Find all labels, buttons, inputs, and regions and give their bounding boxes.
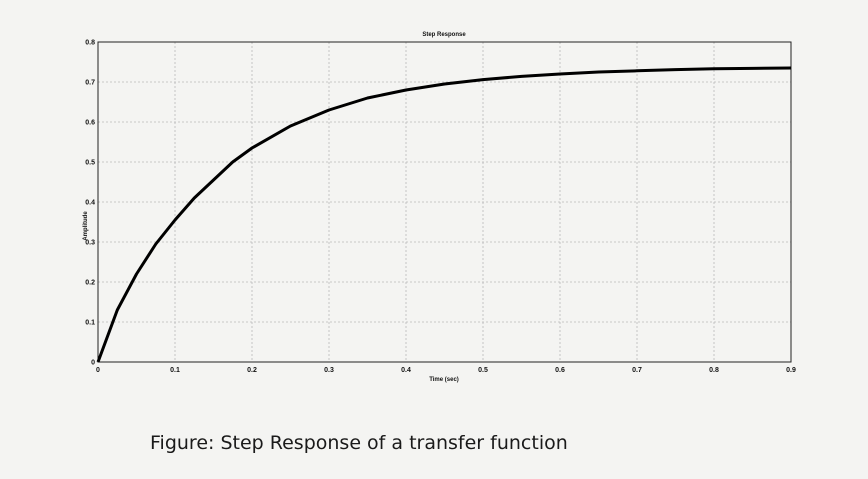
x-tick-label: 0.3 — [324, 367, 334, 374]
y-tick-label: 0 — [91, 360, 95, 367]
x-tick-label: 0.1 — [170, 367, 180, 374]
y-axis-label: Amplitude — [83, 211, 89, 241]
step-response-chart: 0 0.1 0.2 0.3 0.4 0.5 0.6 0.7 0.8 0.9 0 0.1 0.2 0.3 0.… — [83, 32, 796, 383]
data-series — [96, 66, 792, 363]
y-tick-label: 0.3 — [85, 240, 95, 247]
plot-area-frame — [97, 41, 792, 363]
response-curve — [96, 66, 792, 363]
y-tick-label: 0.5 — [85, 160, 95, 167]
x-tick-label: 0.6 — [555, 367, 565, 374]
y-tick-label: 0.8 — [85, 40, 95, 47]
grid-lines — [97, 41, 792, 363]
x-tick-label: 0.8 — [709, 367, 719, 374]
x-tick-label: 0 — [96, 367, 100, 374]
figure-caption: Figure: Step Response of a transfer func… — [150, 432, 568, 454]
x-tick-label: 0.7 — [632, 367, 642, 374]
x-axis-label: Time (sec) — [429, 377, 459, 383]
y-tick-label: 0.4 — [85, 200, 95, 207]
tick-labels: 0 0.1 0.2 0.3 0.4 0.5 0.6 0.7 0.8 0.9 0 0.1 0.2 0.3 0.… — [85, 40, 796, 375]
chart-title: Step Response — [422, 32, 466, 38]
x-tick-label: 0.2 — [247, 367, 257, 374]
y-tick-label: 0.7 — [85, 80, 95, 87]
x-tick-label: 0.9 — [786, 367, 796, 374]
y-tick-label: 0.2 — [85, 280, 95, 287]
x-tick-label: 0.4 — [401, 367, 411, 374]
y-tick-label: 0.1 — [85, 320, 95, 327]
y-tick-label: 0.6 — [85, 120, 95, 127]
x-tick-label: 0.5 — [478, 367, 488, 374]
